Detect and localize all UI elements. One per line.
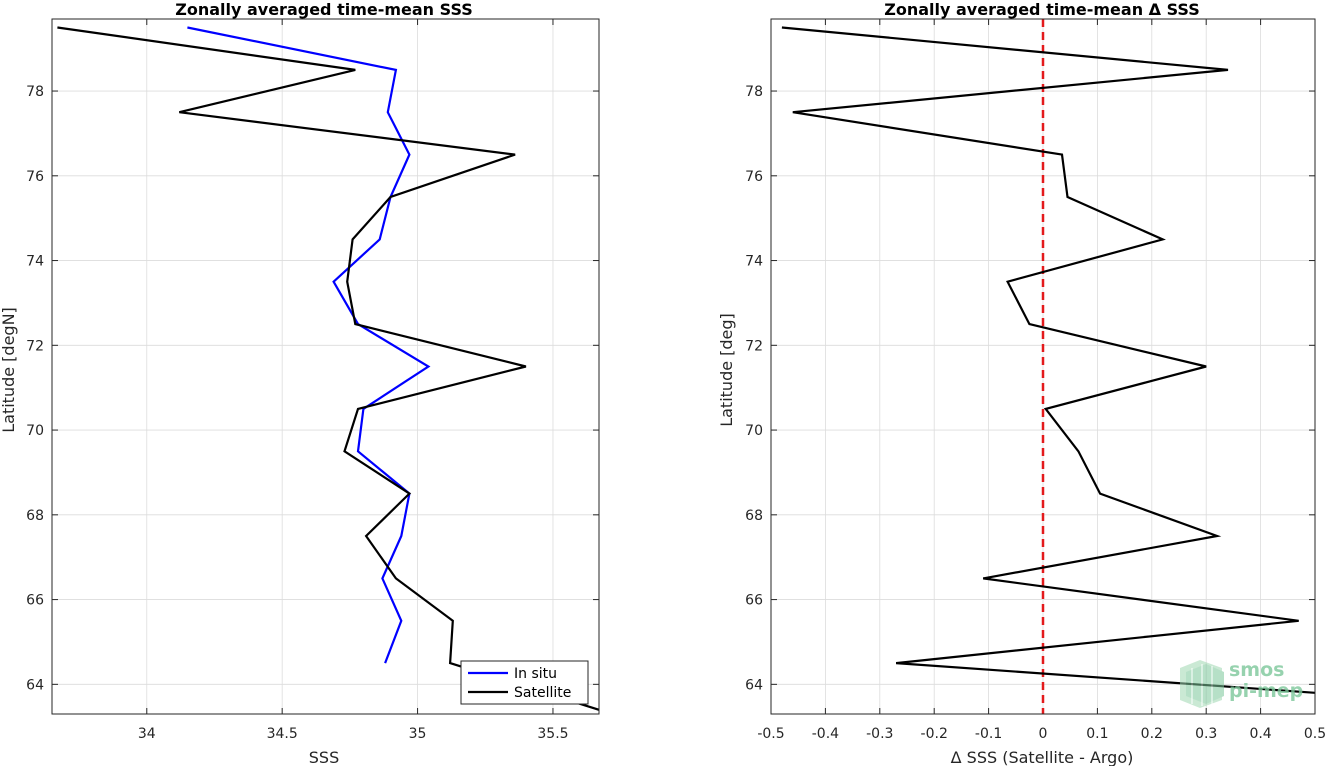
y-tick-label: 68	[26, 508, 44, 524]
series-line-satellite	[57, 26, 599, 711]
left-chart-title: Zonally averaged time-mean SSS	[175, 0, 473, 19]
y-tick-label: 72	[26, 338, 44, 354]
legend-label-in-situ: In situ	[514, 666, 557, 682]
legend: In situ Satellite	[460, 660, 589, 705]
right-y-axis-label: Latitude [deg]	[717, 313, 736, 427]
legend-box	[460, 660, 589, 705]
series-line-delta-sss	[781, 26, 1315, 694]
x-tick-label: 0.5	[1304, 726, 1326, 742]
x-tick-label: -0.5	[757, 726, 784, 742]
x-tick-label: 0.1	[1086, 726, 1108, 742]
y-tick-label: 70	[26, 423, 44, 439]
x-tick-label: 0.4	[1249, 726, 1271, 742]
x-tick-label: -0.1	[975, 726, 1002, 742]
y-tick-label: 78	[745, 84, 763, 100]
y-tick-label: 64	[26, 677, 44, 693]
y-tick-label: 78	[26, 84, 44, 100]
x-tick-label: 0.2	[1141, 726, 1163, 742]
y-tick-label: 74	[745, 254, 763, 270]
x-tick-label: 35.5	[537, 726, 568, 742]
y-tick-label: 76	[26, 169, 44, 185]
logo-line1: smos	[1229, 659, 1284, 681]
logo-line2: pi-mep	[1229, 680, 1303, 702]
y-tick-label: 70	[745, 423, 763, 439]
x-tick-label: -0.2	[921, 726, 948, 742]
y-tick-label: 64	[745, 677, 763, 693]
y-tick-label: 74	[26, 254, 44, 270]
logo-emblem	[1180, 660, 1224, 708]
x-tick-label: 34	[138, 726, 156, 742]
x-tick-label: -0.4	[812, 726, 839, 742]
smos-pi-mep-logo: smos pi-mep	[1180, 659, 1303, 708]
y-tick-label: 66	[745, 593, 763, 609]
right-x-axis-label: Δ SSS (Satellite - Argo)	[951, 748, 1134, 766]
x-tick-label: 35	[409, 726, 427, 742]
plot-area	[52, 19, 599, 714]
x-tick-label: 0	[1039, 726, 1048, 742]
series-line-in-situ	[187, 26, 431, 664]
plot-content	[781, 19, 1315, 714]
panel-delta-sss: -0.5 -0.4 -0.3 -0.2 -0.1 0 0.1 0.2 0.3 0.4 0.5 64 66…	[745, 18, 1326, 742]
axes-frame	[51, 18, 600, 715]
left-y-axis-label: Latitude [degN]	[0, 307, 18, 433]
left-x-axis-label: SSS	[309, 748, 339, 766]
right-chart-title: Zonally averaged time-mean Δ SSS	[884, 0, 1200, 19]
y-tick-label: 68	[745, 508, 763, 524]
y-tick-label: 76	[745, 169, 763, 185]
x-tick-label: -0.3	[866, 726, 893, 742]
plot-content	[57, 26, 599, 711]
x-tick-label: 34.5	[267, 726, 298, 742]
x-tick-label: 0.3	[1195, 726, 1217, 742]
y-tick-label: 66	[26, 593, 44, 609]
axes-frame	[770, 18, 1316, 715]
panel-sss: 34 34.5 35 35.5 64 66 68 70 72 74 76 78	[26, 18, 600, 742]
legend-label-satellite: Satellite	[514, 685, 571, 701]
y-tick-label: 72	[745, 338, 763, 354]
